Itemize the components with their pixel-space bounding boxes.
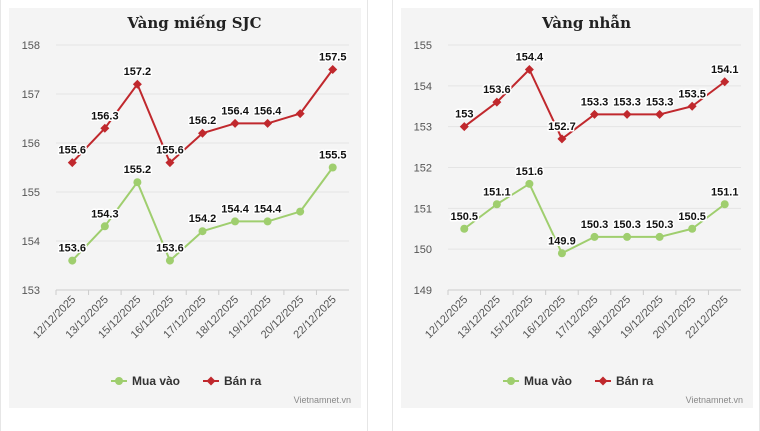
source-credit: Vietnamnet.vn bbox=[294, 395, 351, 405]
data-point bbox=[688, 224, 697, 233]
data-label: 154.2 bbox=[189, 213, 217, 225]
data-label: 155.2 bbox=[124, 164, 152, 176]
data-label: 154.3 bbox=[91, 208, 119, 220]
y-tick-label: 154 bbox=[414, 81, 432, 93]
y-tick-label: 155 bbox=[22, 187, 40, 199]
chart-sjc: Vàng miếng SJC15315415515615715812/12/20… bbox=[22, 14, 351, 405]
legend-marker bbox=[206, 376, 216, 386]
data-point bbox=[655, 109, 665, 119]
data-label: 150.3 bbox=[613, 219, 641, 231]
legend-label: Mua vào bbox=[524, 374, 572, 388]
data-label: 153.5 bbox=[678, 88, 706, 100]
data-label: 151.6 bbox=[516, 166, 544, 178]
chart-title: Vàng nhẫn bbox=[541, 14, 631, 32]
data-label: 154.4 bbox=[516, 52, 544, 64]
data-point bbox=[492, 97, 502, 107]
data-point bbox=[295, 109, 305, 119]
data-point bbox=[132, 79, 142, 89]
data-label: 155.6 bbox=[156, 145, 184, 157]
data-point bbox=[68, 256, 77, 265]
data-point bbox=[165, 256, 174, 265]
data-label: 153.3 bbox=[613, 96, 641, 108]
data-label: 150.5 bbox=[678, 211, 706, 223]
data-point bbox=[622, 109, 632, 119]
data-point bbox=[590, 109, 599, 119]
data-point bbox=[165, 158, 175, 168]
data-point bbox=[230, 118, 240, 128]
data-label: 155.5 bbox=[319, 150, 347, 162]
data-point bbox=[100, 123, 110, 133]
data-label: 151.1 bbox=[483, 186, 511, 198]
data-label: 157.5 bbox=[319, 52, 347, 64]
data-label: 156.2 bbox=[189, 115, 217, 127]
legend-label: Bán ra bbox=[616, 374, 654, 388]
data-point bbox=[198, 128, 207, 138]
data-point bbox=[263, 217, 272, 226]
chart-ring-gold: Vàng nhẫn14915015115215315415512/12/2025… bbox=[414, 14, 743, 405]
chart-panel-ring: Vàng nhẫn 149 150 151 152 153 154 155 12/12/2025… bbox=[392, 0, 760, 431]
legend-marker bbox=[598, 376, 608, 386]
chart-title: Vàng miếng SJC bbox=[126, 14, 261, 32]
data-point bbox=[557, 134, 567, 144]
data-point bbox=[296, 207, 305, 216]
data-label: 153.6 bbox=[59, 243, 87, 255]
y-tick-label: 152 bbox=[414, 163, 432, 175]
chart-panel-sjc: Vàng miếng SJC 153 154 155 156 157 158 12/12/20… bbox=[0, 0, 368, 431]
data-label: 153 bbox=[455, 109, 473, 121]
data-point bbox=[687, 101, 697, 111]
data-label: 151.1 bbox=[711, 186, 739, 198]
data-label: 156.4 bbox=[221, 105, 249, 117]
legend-marker bbox=[115, 377, 123, 385]
data-label: 152.7 bbox=[548, 121, 576, 133]
data-label: 150.5 bbox=[451, 211, 479, 223]
y-tick-label: 153 bbox=[22, 285, 40, 297]
y-tick-label: 158 bbox=[22, 40, 40, 52]
data-point bbox=[720, 77, 730, 87]
legend-label: Bán ra bbox=[224, 374, 262, 388]
data-point bbox=[557, 249, 566, 258]
data-point bbox=[459, 122, 469, 132]
data-label: 157.2 bbox=[124, 66, 152, 78]
y-tick-label: 151 bbox=[414, 203, 432, 215]
data-point bbox=[525, 179, 534, 188]
y-tick-label: 155 bbox=[414, 40, 432, 52]
data-label: 153.3 bbox=[581, 96, 609, 108]
data-label: 153.6 bbox=[483, 84, 511, 96]
data-point bbox=[524, 65, 534, 74]
data-label: 156.4 bbox=[254, 105, 282, 117]
y-tick-label: 153 bbox=[414, 122, 432, 134]
data-label: 149.9 bbox=[548, 235, 576, 247]
data-point bbox=[67, 158, 77, 168]
data-label: 153.3 bbox=[646, 96, 674, 108]
y-tick-label: 156 bbox=[22, 138, 40, 150]
data-point bbox=[231, 217, 240, 226]
data-label: 154.4 bbox=[221, 203, 249, 215]
y-tick-label: 157 bbox=[22, 89, 40, 101]
data-point bbox=[623, 232, 632, 241]
y-tick-label: 149 bbox=[414, 285, 432, 297]
data-label: 150.3 bbox=[581, 219, 609, 231]
source-credit: Vietnamnet.vn bbox=[686, 395, 743, 405]
data-point bbox=[328, 163, 337, 172]
data-label: 154.1 bbox=[711, 64, 739, 76]
y-tick-label: 150 bbox=[414, 244, 432, 256]
data-label: 153.6 bbox=[156, 243, 184, 255]
data-point bbox=[720, 200, 729, 209]
data-point bbox=[492, 200, 501, 209]
data-label: 154.4 bbox=[254, 203, 282, 215]
data-label: 150.3 bbox=[646, 219, 674, 231]
data-point bbox=[655, 232, 664, 241]
legend-label: Mua vào bbox=[132, 374, 180, 388]
data-point bbox=[590, 232, 599, 241]
data-label: 156.3 bbox=[91, 110, 119, 122]
legend-marker bbox=[507, 377, 515, 385]
data-point bbox=[328, 65, 338, 74]
data-point bbox=[133, 178, 142, 187]
y-tick-label: 154 bbox=[22, 236, 40, 248]
data-point bbox=[100, 222, 109, 231]
data-point bbox=[198, 227, 207, 236]
data-label: 155.6 bbox=[59, 145, 87, 157]
data-point bbox=[460, 224, 469, 233]
data-point bbox=[263, 118, 273, 128]
